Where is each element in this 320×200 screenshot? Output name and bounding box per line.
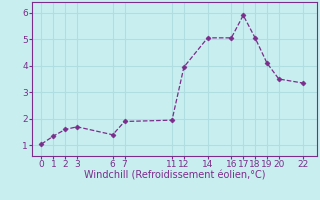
X-axis label: Windchill (Refroidissement éolien,°C): Windchill (Refroidissement éolien,°C) [84,171,265,181]
